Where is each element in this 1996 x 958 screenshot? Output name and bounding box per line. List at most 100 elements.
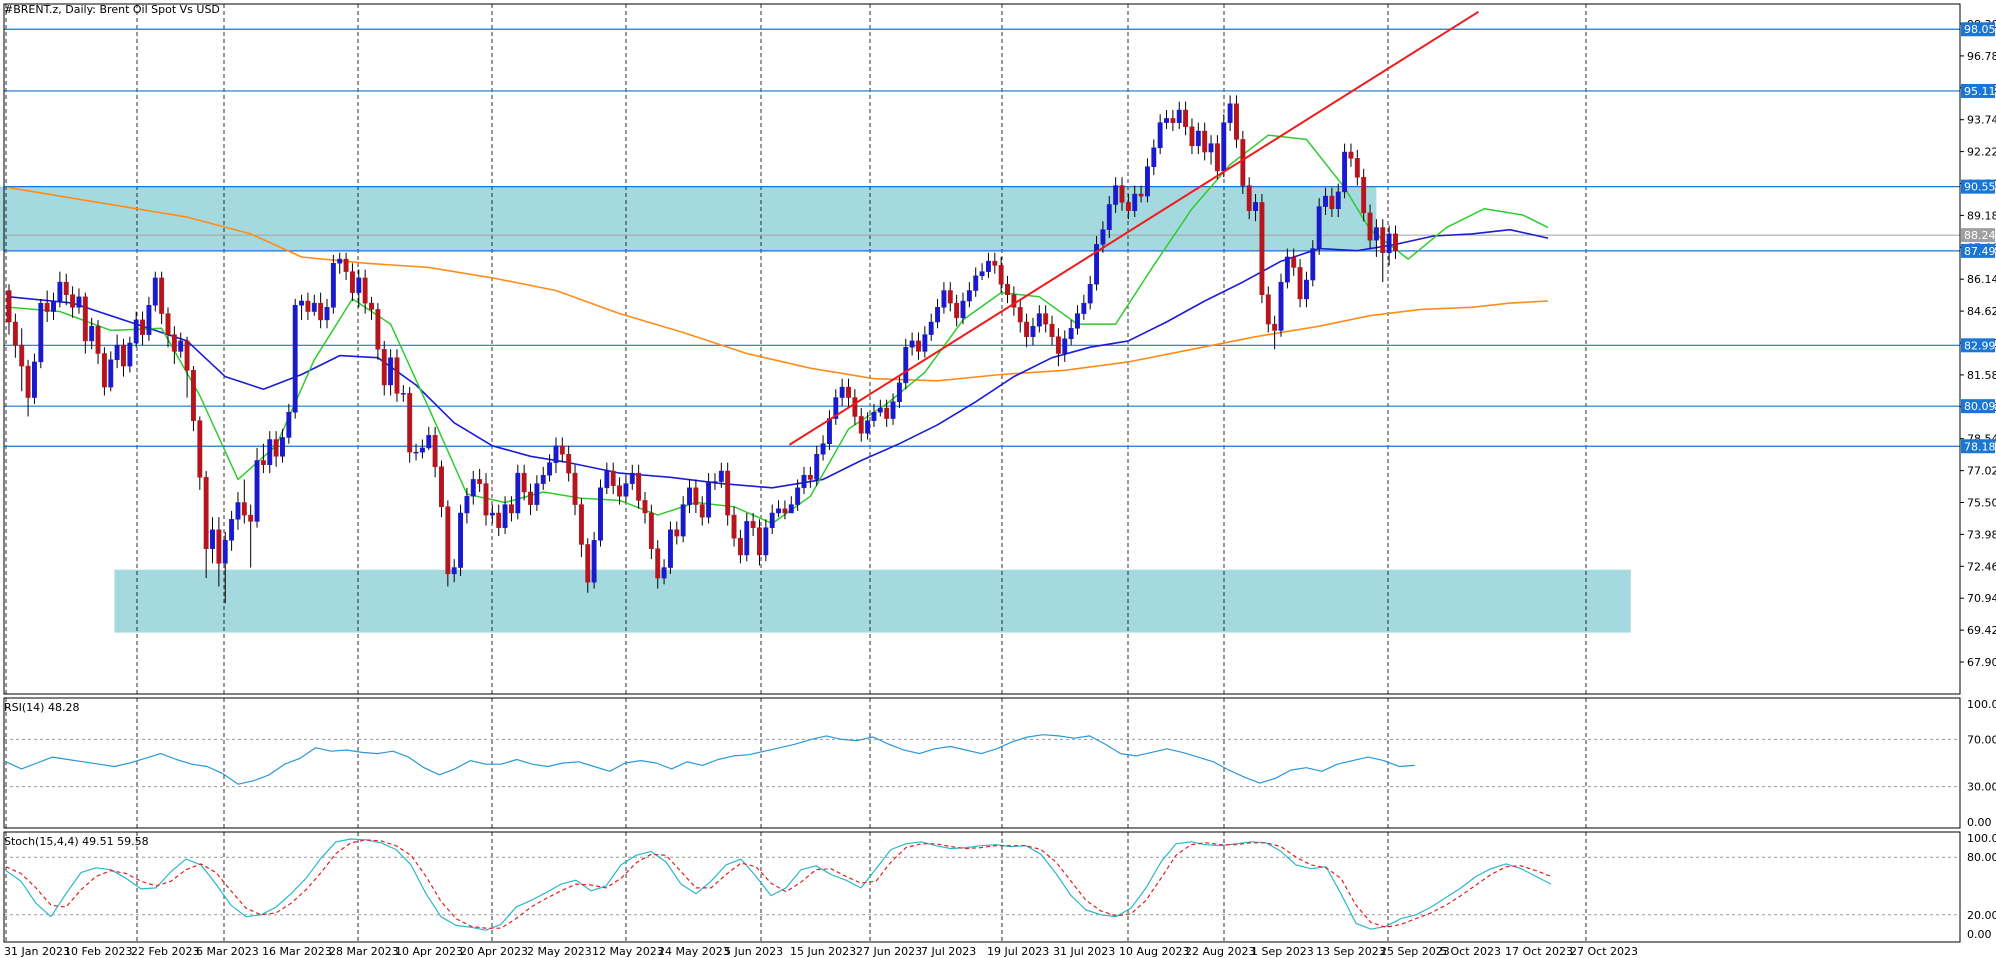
candle-body <box>369 302 374 310</box>
candle-body <box>1157 122 1163 149</box>
candle <box>127 336 133 373</box>
candle <box>871 403 877 427</box>
price-panel[interactable]: #BRENT.z, Daily: Brent Oil Spot Vs USD <box>0 3 1960 694</box>
candle <box>1138 185 1144 203</box>
current-price-tag <box>1961 228 1995 243</box>
candle-body <box>712 481 718 483</box>
candle-body <box>108 359 114 388</box>
time-tick-label: 10 Aug 2023 <box>1119 945 1189 958</box>
candle <box>1367 204 1373 249</box>
candle-body <box>998 265 1004 285</box>
candle <box>1386 225 1392 266</box>
candle <box>1373 219 1379 257</box>
candle-body <box>788 504 794 514</box>
candle-body <box>280 437 285 457</box>
candle <box>598 479 603 547</box>
candle <box>241 479 247 524</box>
candle <box>1144 158 1150 203</box>
candle-body <box>12 321 18 346</box>
candle <box>388 349 394 396</box>
candle <box>1094 235 1100 291</box>
candle-body <box>222 540 228 564</box>
candle-body <box>159 277 165 314</box>
candle-body <box>419 447 425 453</box>
candle <box>349 263 355 302</box>
candle <box>1214 135 1220 180</box>
candle <box>1348 143 1354 167</box>
candle <box>305 292 311 320</box>
price-tick-label: 96.78 <box>1967 50 1996 63</box>
candle-body <box>947 290 953 304</box>
candle-body <box>1075 313 1080 329</box>
candle-body <box>1323 195 1328 207</box>
candle-body <box>400 393 406 395</box>
stoch-panel[interactable]: Stoch(15,4,4) 49.51 59.58 <box>4 832 1960 942</box>
candle-body <box>1221 122 1227 172</box>
candle <box>101 347 107 396</box>
candle-body <box>286 412 292 438</box>
candle <box>1265 286 1271 333</box>
candle <box>1189 118 1195 155</box>
candle-body <box>820 443 826 455</box>
candle-body <box>1138 193 1144 197</box>
candle-body <box>458 512 464 568</box>
candle <box>210 517 215 564</box>
candle-body <box>273 439 279 457</box>
candle <box>394 349 400 402</box>
candle-body <box>515 472 521 514</box>
candle-body <box>1367 212 1373 241</box>
candle-body <box>706 481 712 518</box>
panel-frame <box>3 3 1961 695</box>
candle-body <box>70 294 76 308</box>
candle-body <box>1202 130 1208 153</box>
candle <box>1303 271 1309 308</box>
candle-body <box>1386 233 1392 254</box>
candle-body <box>146 304 152 335</box>
candle-body <box>1094 244 1100 285</box>
candle <box>152 271 158 312</box>
candle-body <box>1303 279 1309 300</box>
candle <box>299 294 305 320</box>
candle-body <box>203 477 209 549</box>
candle <box>1393 225 1398 260</box>
candle-body <box>693 487 699 505</box>
candle <box>922 326 928 358</box>
candle <box>896 374 902 409</box>
candle-body <box>1024 321 1030 337</box>
candle-body <box>572 472 578 505</box>
candle <box>1024 313 1030 348</box>
rsi-tick-label: 30.00 <box>1967 781 1996 794</box>
candle <box>451 559 457 583</box>
candle-body <box>1113 185 1119 205</box>
trendline-group <box>788 10 1479 446</box>
candle-body <box>57 281 63 302</box>
candle <box>998 256 1004 293</box>
candle-body <box>318 302 324 321</box>
candle-body <box>585 544 591 583</box>
candle <box>502 496 508 534</box>
candle <box>400 384 406 402</box>
candle <box>540 466 546 490</box>
candle-body <box>1227 103 1233 123</box>
time-tick-label: 19 Jul 2023 <box>987 945 1049 958</box>
rsi-panel[interactable]: RSI(14) 48.28 <box>4 698 1960 828</box>
panel-frame <box>3 697 1961 829</box>
candle <box>992 252 998 274</box>
candle-body <box>133 319 139 344</box>
candle <box>935 298 941 329</box>
candle <box>763 519 769 562</box>
candle-body <box>1011 294 1017 308</box>
candle <box>1354 149 1360 186</box>
time-tick-label: 22 Aug 2023 <box>1185 945 1255 958</box>
candle <box>985 252 991 278</box>
candle <box>203 471 209 579</box>
candle-body <box>928 321 934 335</box>
candle <box>903 338 909 390</box>
candle <box>445 500 451 587</box>
candle-body <box>922 334 928 352</box>
candle-body <box>598 487 603 541</box>
candle-body <box>356 277 362 293</box>
candle-body <box>451 567 457 575</box>
time-tick-label: 2 May 2023 <box>527 945 592 958</box>
